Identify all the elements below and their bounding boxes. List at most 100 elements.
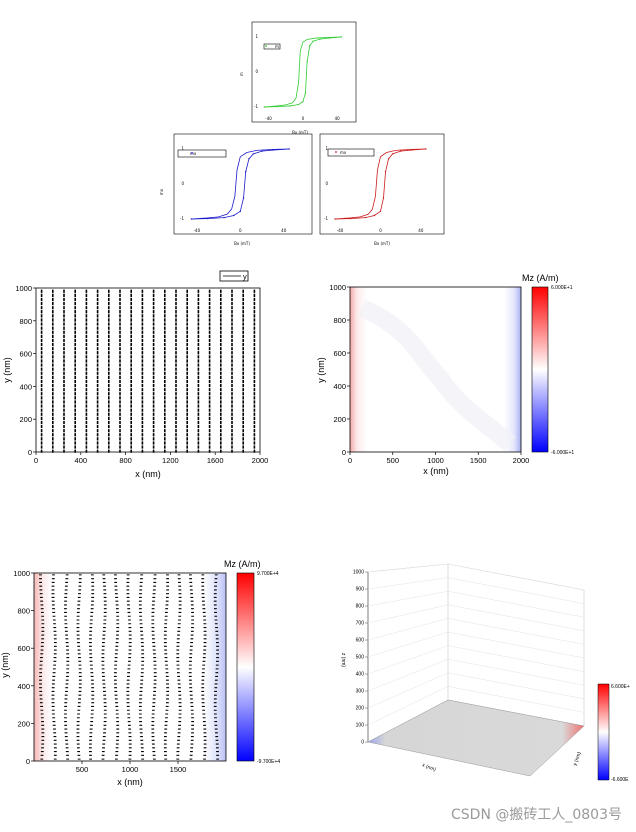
- y-tick-label: -1: [180, 216, 184, 221]
- colorbar: [236, 572, 255, 762]
- hysteresis-chart-red-svg: mx -40 0 40 -1 0 1 Bx (mT): [319, 133, 445, 246]
- vector-columns: [39, 574, 219, 760]
- data-point: [190, 218, 193, 220]
- x-axis-label: Bx (mT): [234, 241, 250, 246]
- plot-frame: [35, 287, 261, 453]
- wall-gridline: [367, 645, 585, 675]
- y-tick-label: 800: [333, 316, 346, 325]
- data-point: [379, 210, 382, 212]
- data-point: [364, 216, 367, 219]
- data-point: [309, 45, 311, 47]
- y-tick-label: 200: [17, 719, 30, 728]
- hysteresis-chart-red: mx -40 0 40 -1 0 1 Bx (mT): [318, 132, 448, 250]
- x-tick-label: 0: [239, 228, 242, 233]
- axis-ticks: 0 400 800 1200 1600 2000 0 200 400 600 800 1000: [15, 284, 268, 465]
- data-point: [242, 197, 245, 199]
- y-tick-label: 0: [342, 448, 346, 457]
- wall-gridline: [367, 590, 585, 618]
- data-point: [302, 101, 304, 103]
- vector-column: [89, 574, 95, 760]
- z-tick-label: 500: [356, 655, 365, 661]
- z-tick-label: 200: [356, 706, 365, 712]
- series-group: -40 0 40 -1 0 1: [254, 34, 343, 121]
- z-tick-label: 300: [356, 689, 365, 695]
- x-axis-label: x (nm): [421, 762, 437, 773]
- y-tick-label: -1: [254, 104, 258, 109]
- x-tick-label: 400: [75, 456, 88, 465]
- x-tick-label: -40: [337, 228, 344, 233]
- data-point: [245, 171, 247, 173]
- y-axis-label: y (nm): [2, 357, 12, 383]
- y-axis-label: y (nm): [572, 751, 583, 767]
- axis-ticks: 0 500 1000 1500 2000 0 200 400 600 800 1000: [329, 283, 529, 465]
- y-tick-label: 400: [333, 382, 346, 391]
- x-tick-label: 0: [379, 228, 382, 233]
- z-axis-label: z (nm): [340, 653, 346, 668]
- data-point: [312, 40, 314, 42]
- x-tick-label: 1000: [427, 456, 444, 465]
- data-point: [223, 216, 225, 219]
- y-tick-label: 400: [17, 682, 30, 691]
- z-tick-label: 800: [356, 604, 365, 610]
- z-tick-label: 0: [361, 740, 364, 746]
- wall-gridline: [367, 604, 585, 632]
- vector-column: [64, 574, 70, 760]
- data-point: [349, 217, 351, 220]
- wall-gridline: [367, 631, 585, 659]
- z-tick-label: 900: [356, 587, 365, 593]
- data-point: [272, 149, 274, 151]
- vector-column: [101, 574, 107, 760]
- legend-label: mx: [340, 150, 347, 155]
- domain-wall-shading: [358, 299, 516, 451]
- x-tick-label: 1500: [170, 765, 187, 774]
- vector-field-mz-chart: 500 1000 1500 0 200 400 600 800 1000 x (nm) y (n…: [0, 555, 300, 790]
- x-tick-label: -40: [265, 116, 272, 121]
- series-line-up: [191, 148, 290, 220]
- colorbar-min-label: -6.000E+1: [551, 450, 574, 456]
- colorbar-title: Mz (A/m): [522, 273, 559, 283]
- y-tick-label: 0: [255, 69, 258, 74]
- vector-columns: [40, 289, 256, 453]
- wall-gridline: [367, 672, 585, 709]
- legend-box: [263, 43, 281, 50]
- y-tick-label: 1: [181, 146, 184, 151]
- series-line-down: [264, 36, 342, 108]
- y-tick-label: 0: [325, 181, 328, 186]
- wall-gridline: [367, 686, 585, 726]
- data-point: [304, 92, 307, 94]
- x-tick-label: 40: [281, 228, 287, 233]
- series-line-down: [191, 148, 290, 220]
- x-tick-label: 2000: [513, 456, 530, 465]
- data-point: [340, 36, 343, 38]
- legend-marker: [335, 151, 337, 153]
- vector-field-chart-uniform: y 0 400 800 1200 1600 2000 0 200 400 600 800 1000 x…: [0, 268, 280, 483]
- wall-gridline: [367, 563, 585, 591]
- vector-column: [126, 574, 132, 760]
- series-line-down: [335, 148, 426, 220]
- y-tick-label: 0: [28, 448, 32, 457]
- vector-column: [213, 574, 219, 760]
- data-point: [297, 103, 300, 106]
- hysteresis-chart-top-svg: m -40 0 40 -1 0 1 Bx (mT) m: [239, 21, 357, 135]
- x-tick-label: 1600: [207, 456, 224, 465]
- vector-column: [163, 574, 170, 760]
- x-tick-label: 500: [386, 456, 399, 465]
- y-tick-label: 200: [19, 415, 32, 424]
- legend-box: [327, 148, 375, 157]
- x-tick-label: 2000: [252, 456, 269, 465]
- data-point: [239, 210, 241, 212]
- data-point: [387, 158, 390, 160]
- data-point: [261, 150, 263, 152]
- data-point: [410, 149, 412, 151]
- data-point: [399, 150, 402, 152]
- x-tick-label: 800: [119, 456, 132, 465]
- y-tick-label: 0: [181, 181, 184, 186]
- vector-column: [76, 574, 82, 760]
- mz-heatmap-chart: 0 500 1000 1500 2000 0 200 400 600 800 1000 x (nm)…: [310, 268, 610, 483]
- x-tick-label: 40: [335, 116, 341, 121]
- y-tick-label: 600: [19, 350, 32, 359]
- data-point: [373, 214, 376, 217]
- series-line-up: [264, 36, 342, 108]
- data-point: [289, 105, 291, 107]
